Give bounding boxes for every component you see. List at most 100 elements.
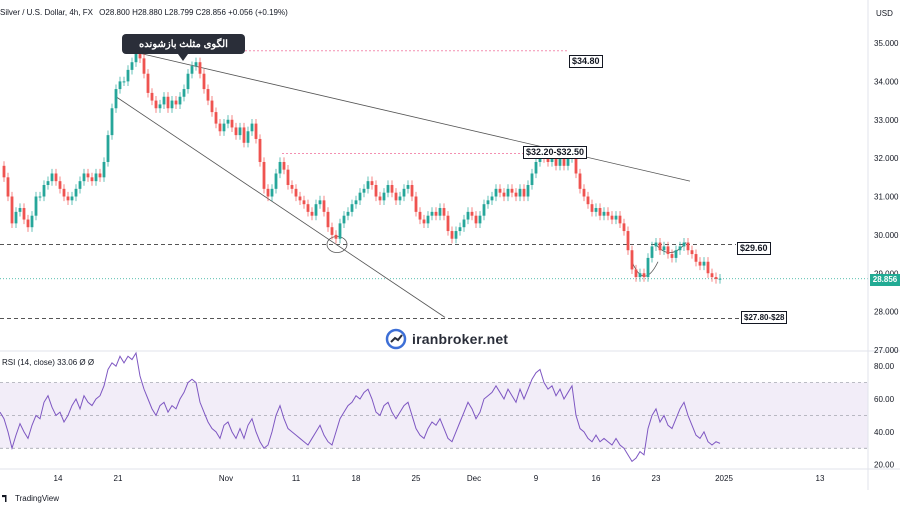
candle-body [602, 211, 606, 216]
candle-body [254, 123, 258, 139]
time-tick-label: 16 [592, 474, 601, 483]
candle-body [246, 131, 250, 143]
candle-body [654, 242, 658, 247]
candle-body [18, 208, 22, 212]
candle-body [78, 181, 82, 189]
level-top-badge: $34.80 [569, 55, 603, 68]
candle-body [210, 100, 214, 113]
candle-body [358, 192, 362, 201]
candle-body [346, 211, 350, 216]
candle-body [510, 188, 514, 193]
candle-body [562, 158, 566, 166]
candle-body [586, 196, 590, 205]
candle-body [202, 73, 206, 90]
candle-body [166, 96, 170, 109]
ohlc-values: O28.800 H28.880 L28.799 C28.856 +0.056 (… [99, 8, 288, 17]
candle-body [154, 100, 158, 109]
candle-body [674, 250, 678, 258]
candle-body [574, 154, 578, 174]
candle-body [594, 208, 598, 212]
candle-body [550, 158, 554, 162]
time-tick-label: 9 [534, 474, 539, 483]
candle-body [286, 169, 290, 185]
candle-body [526, 185, 530, 197]
tradingview-logo: TradingView [2, 494, 59, 503]
price-tick-label: 32.000 [874, 154, 899, 163]
watermark-logo-icon [385, 328, 407, 350]
candle-body [370, 181, 374, 185]
candle-body [582, 188, 586, 197]
candle-body [282, 161, 286, 170]
rsi-line [0, 351, 721, 463]
candle-body [546, 158, 550, 162]
candle-body [106, 135, 110, 162]
candle-body [198, 62, 202, 74]
level-zone-badge: $32.20-$32.50 [523, 146, 588, 159]
candle-body [422, 219, 426, 224]
candle-body [658, 242, 662, 251]
candle-body [178, 96, 182, 105]
candle-body [398, 196, 402, 201]
tradingview-icon [2, 495, 7, 502]
candle-body [186, 73, 190, 90]
tradingview-text: TradingView [15, 494, 60, 503]
candle-body [494, 188, 498, 197]
candle-body [642, 273, 646, 278]
candle-body [142, 58, 146, 74]
time-tick-label: 23 [652, 474, 661, 483]
level-support-badge: $29.60 [737, 242, 771, 255]
time-tick-label: 11 [292, 474, 301, 483]
candle-body [678, 246, 682, 251]
triangle-lower-line [115, 96, 446, 318]
candle-body [262, 161, 266, 189]
candle-body [294, 188, 298, 197]
candle-body [274, 173, 278, 189]
candle-body [442, 208, 446, 216]
watermark-text: iranbroker.net [412, 331, 509, 347]
candle-body [478, 215, 482, 224]
candle-body [394, 192, 398, 201]
rsi-tick-label: 40.00 [874, 428, 895, 437]
candle-body [386, 185, 390, 193]
candle-body [6, 177, 10, 197]
candle-body [710, 273, 714, 278]
candle-body [718, 278, 722, 280]
candle-body [266, 188, 270, 197]
candle-body [2, 165, 6, 178]
candle-body [662, 246, 666, 251]
candle-body [614, 215, 618, 220]
candle-body [410, 185, 414, 197]
candle-body [322, 200, 326, 212]
candle-body [670, 254, 674, 258]
rsi-tick-label: 20.00 [874, 461, 895, 470]
candle-body [130, 62, 134, 70]
candle-body [618, 215, 622, 224]
candle-body [230, 119, 234, 128]
candle-body [474, 215, 478, 224]
candle-body [62, 188, 66, 197]
candle-body [554, 158, 558, 166]
candle-body [10, 196, 14, 224]
candle-body [310, 211, 314, 216]
candle-body [606, 211, 610, 216]
candle-body [342, 215, 346, 224]
candle-body [634, 269, 638, 278]
candle-body [34, 196, 38, 216]
price-tick-label: 28.000 [874, 308, 899, 317]
time-tick-label: 21 [114, 474, 123, 483]
candle-body [502, 192, 506, 197]
candle-body [622, 223, 626, 232]
candle-body [98, 173, 102, 178]
candle-body [446, 215, 450, 232]
candle-body [334, 234, 338, 239]
candle-body [138, 50, 142, 59]
candle-body [26, 219, 30, 228]
candle-body [514, 192, 518, 197]
candle-body [214, 112, 218, 124]
rsi-pane [0, 351, 868, 463]
candle-body [118, 81, 122, 90]
candle-body [470, 211, 474, 216]
candle-body [518, 188, 522, 197]
candle-body [318, 200, 322, 205]
